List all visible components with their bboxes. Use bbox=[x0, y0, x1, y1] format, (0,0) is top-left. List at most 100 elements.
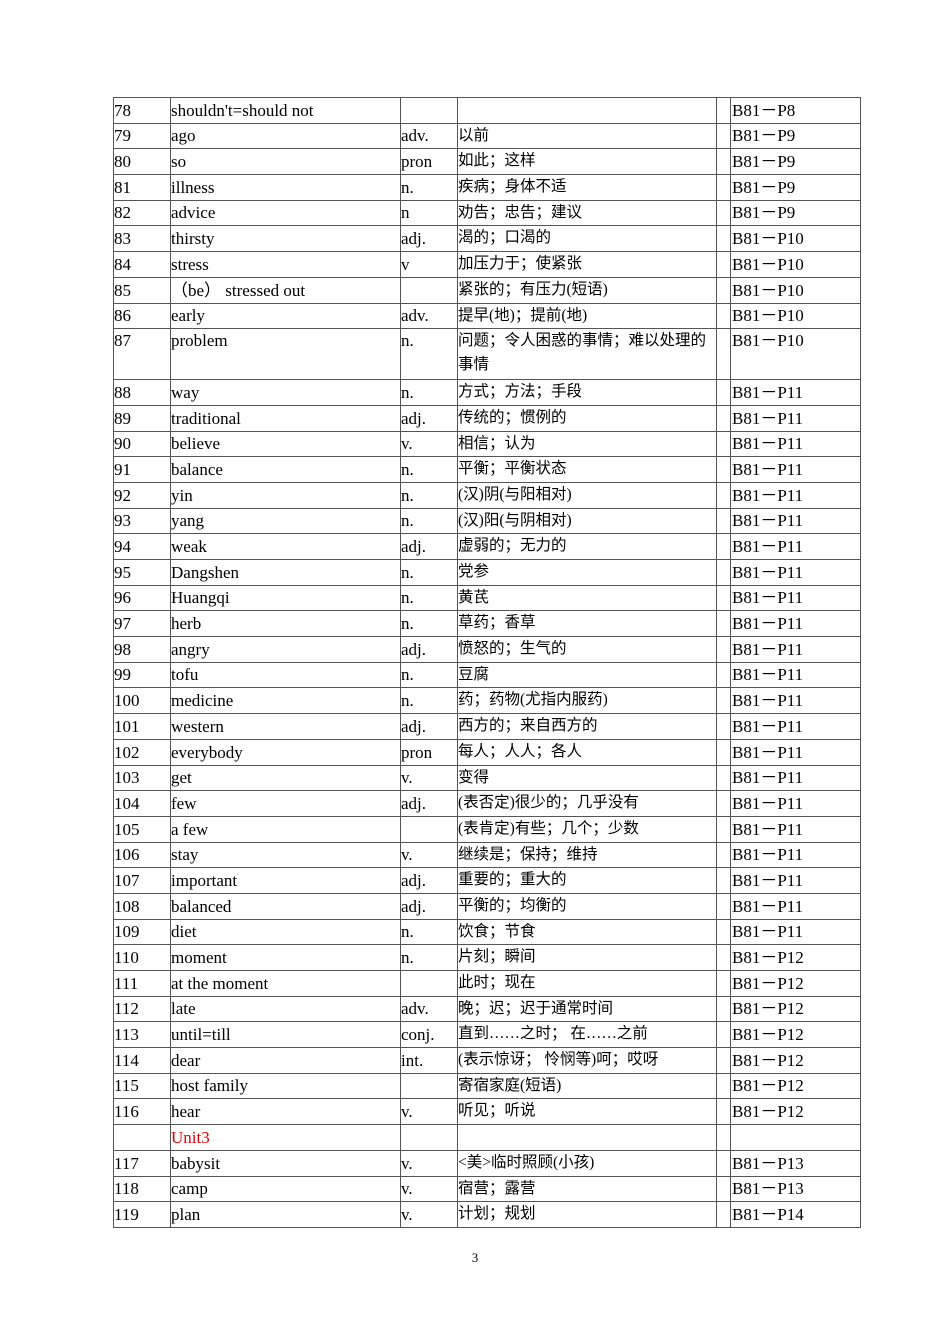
spacer-cell bbox=[716, 97, 731, 124]
page-reference: B81－P11 bbox=[730, 687, 861, 715]
table-row: 108 balanced adj. 平衡的；均衡的 B81－P11 bbox=[113, 892, 861, 920]
table-row: 118 camp v. 宿营；露营 B81－P13 bbox=[113, 1175, 861, 1203]
meaning-cell: 继续是；保持；维持 bbox=[457, 841, 717, 869]
word-cell: shouldn't=should not bbox=[170, 97, 401, 124]
meaning-cell: 变得 bbox=[457, 764, 717, 792]
page-reference: B81－P11 bbox=[730, 379, 861, 406]
page-reference: B81－P10 bbox=[730, 251, 861, 278]
page-reference: B81－P11 bbox=[730, 892, 861, 920]
spacer-cell bbox=[716, 302, 731, 330]
meaning-cell: 传统的；惯例的 bbox=[457, 404, 717, 432]
meaning-cell: 劝告；忠告；建议 bbox=[457, 199, 717, 227]
page-reference: B81－P10 bbox=[730, 302, 861, 330]
word-number: 104 bbox=[113, 790, 171, 817]
page-reference: B81－P12 bbox=[730, 995, 861, 1023]
word-cell: balanced bbox=[170, 892, 401, 920]
page-reference: B81－P11 bbox=[730, 867, 861, 894]
word-cell: stress bbox=[170, 251, 401, 278]
spacer-cell bbox=[716, 1149, 731, 1177]
meaning-cell: 渴的；口渴的 bbox=[457, 225, 717, 253]
spacer-cell bbox=[716, 918, 731, 946]
spacer-cell bbox=[716, 225, 731, 253]
part-of-speech: v. bbox=[400, 764, 458, 792]
meaning-cell: (表否定)很少的；几乎没有 bbox=[457, 790, 717, 817]
meaning-cell bbox=[457, 97, 717, 124]
page-reference: B81－P8 bbox=[730, 97, 861, 124]
meaning-cell: 如此；这样 bbox=[457, 148, 717, 176]
word-cell: dear bbox=[170, 1047, 401, 1074]
word-cell: camp bbox=[170, 1175, 401, 1203]
word-number: 112 bbox=[113, 995, 171, 1023]
table-row: 91 balance n. 平衡；平衡状态 B81－P11 bbox=[113, 456, 861, 483]
spacer-cell bbox=[716, 790, 731, 817]
part-of-speech: adj. bbox=[400, 867, 458, 894]
spacer-cell bbox=[716, 892, 731, 920]
table-row: 98 angry adj. 愤怒的；生气的 B81－P11 bbox=[113, 636, 861, 663]
table-row: 97 herb n. 草药；香草 B81－P11 bbox=[113, 610, 861, 638]
table-row: 89 traditional adj. 传统的；惯例的 B81－P11 bbox=[113, 404, 861, 432]
spacer-cell bbox=[716, 199, 731, 227]
table-row: 109 diet n. 饮食；节食 B81－P11 bbox=[113, 918, 861, 946]
part-of-speech: n. bbox=[400, 456, 458, 483]
page-reference: B81－P12 bbox=[730, 970, 861, 997]
table-row: 92 yin n. (汉)阴(与阳相对) B81－P11 bbox=[113, 481, 861, 509]
page-reference bbox=[730, 1124, 861, 1151]
word-number: 84 bbox=[113, 251, 171, 278]
meaning-cell: 愤怒的；生气的 bbox=[457, 636, 717, 663]
table-row: 107 important adj. 重要的；重大的 B81－P11 bbox=[113, 867, 861, 894]
part-of-speech: adj. bbox=[400, 404, 458, 432]
meaning-cell: 豆腐 bbox=[457, 661, 717, 689]
word-cell: believe bbox=[170, 430, 401, 458]
table-row: 84 stress v 加压力于；使紧张 B81－P10 bbox=[113, 251, 861, 278]
meaning-cell: 每人；人人；各人 bbox=[457, 738, 717, 766]
part-of-speech: n. bbox=[400, 174, 458, 201]
word-number: 87 bbox=[113, 328, 171, 381]
meaning-cell: 提早(地)；提前(地) bbox=[457, 302, 717, 330]
part-of-speech: n. bbox=[400, 661, 458, 689]
word-number: 117 bbox=[113, 1149, 171, 1177]
table-row: 113 until=till conj. 直到……之时； 在……之前 B81－P12 bbox=[113, 1021, 861, 1049]
part-of-speech: v bbox=[400, 251, 458, 278]
word-number: 86 bbox=[113, 302, 171, 330]
word-number: 114 bbox=[113, 1047, 171, 1074]
meaning-cell: 药；药物(尤指内服药) bbox=[457, 687, 717, 715]
part-of-speech: n. bbox=[400, 328, 458, 381]
table-row: 117 babysit v. <美>临时照顾(小孩) B81－P13 bbox=[113, 1149, 861, 1177]
word-number: 113 bbox=[113, 1021, 171, 1049]
page-reference: B81－P11 bbox=[730, 815, 861, 843]
table-row: 100 medicine n. 药；药物(尤指内服药) B81－P11 bbox=[113, 687, 861, 715]
part-of-speech bbox=[400, 1124, 458, 1151]
page-reference: B81－P12 bbox=[730, 944, 861, 971]
page-reference: B81－P12 bbox=[730, 1072, 861, 1100]
word-number: 102 bbox=[113, 738, 171, 766]
part-of-speech bbox=[400, 815, 458, 843]
word-number: 85 bbox=[113, 276, 171, 304]
table-row: 96 Huangqi n. 黄芪 B81－P11 bbox=[113, 584, 861, 612]
word-cell: herb bbox=[170, 610, 401, 638]
page-reference: B81－P14 bbox=[730, 1201, 861, 1228]
part-of-speech: adv. bbox=[400, 995, 458, 1023]
word-cell: way bbox=[170, 379, 401, 406]
part-of-speech: adj. bbox=[400, 533, 458, 560]
word-cell: until=till bbox=[170, 1021, 401, 1049]
spacer-cell bbox=[716, 636, 731, 663]
part-of-speech: v. bbox=[400, 841, 458, 869]
word-cell: late bbox=[170, 995, 401, 1023]
spacer-cell bbox=[716, 507, 731, 535]
page-reference: B81－P12 bbox=[730, 1098, 861, 1126]
word-cell: babysit bbox=[170, 1149, 401, 1177]
page-reference: B81－P11 bbox=[730, 841, 861, 869]
word-number: 93 bbox=[113, 507, 171, 535]
meaning-cell: 平衡的；均衡的 bbox=[457, 892, 717, 920]
spacer-cell bbox=[716, 661, 731, 689]
word-number: 109 bbox=[113, 918, 171, 946]
spacer-cell bbox=[716, 559, 731, 586]
spacer-cell bbox=[716, 251, 731, 278]
word-cell: ago bbox=[170, 122, 401, 150]
word-cell: medicine bbox=[170, 687, 401, 715]
table-row: 104 few adj. (表否定)很少的；几乎没有 B81－P11 bbox=[113, 790, 861, 817]
page-reference: B81－P11 bbox=[730, 481, 861, 509]
table-row: 86 early adv. 提早(地)；提前(地) B81－P10 bbox=[113, 302, 861, 330]
word-cell: （be） stressed out bbox=[170, 276, 401, 304]
table-row: 102 everybody pron 每人；人人；各人 B81－P11 bbox=[113, 738, 861, 766]
